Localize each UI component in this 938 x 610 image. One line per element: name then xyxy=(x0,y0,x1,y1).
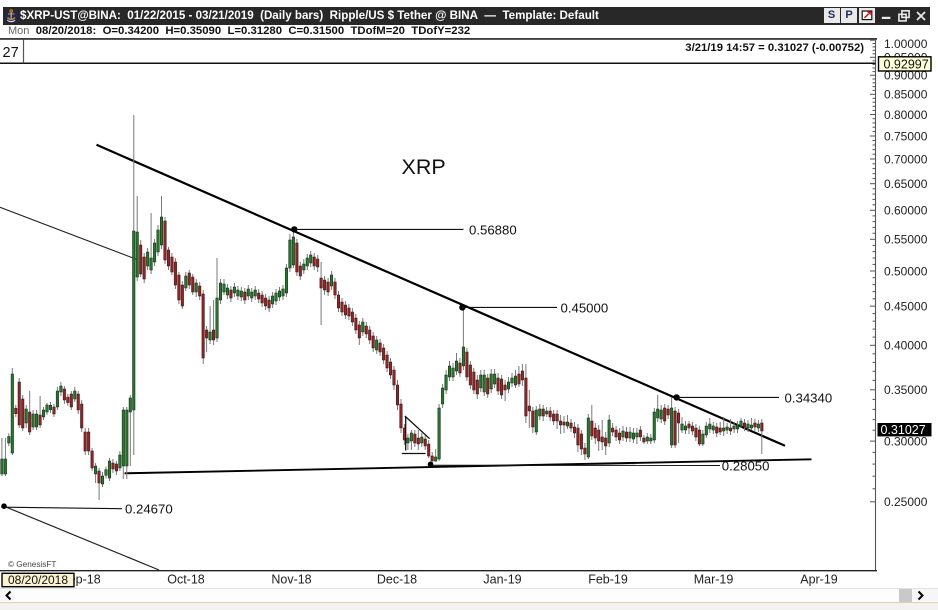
svg-text:Jan-19: Jan-19 xyxy=(483,573,521,587)
svg-text:Oct-18: Oct-18 xyxy=(167,573,205,587)
svg-text:0.92997: 0.92997 xyxy=(884,57,929,71)
svg-text:0.34340: 0.34340 xyxy=(785,390,833,405)
svg-text:0.55000: 0.55000 xyxy=(884,233,928,247)
svg-text:0.40000: 0.40000 xyxy=(884,339,928,353)
svg-text:Dec-18: Dec-18 xyxy=(377,573,417,587)
svg-text:0.90000: 0.90000 xyxy=(884,69,928,83)
svg-text:27: 27 xyxy=(3,45,19,61)
svg-text:0.65000: 0.65000 xyxy=(884,177,928,191)
svg-text:3/21/19 14:57 = 0.31027 (-0.00: 3/21/19 14:57 = 0.31027 (-0.00752) xyxy=(685,42,864,54)
svg-text:XRP: XRP xyxy=(402,155,446,179)
svg-text:0.56880: 0.56880 xyxy=(469,222,517,237)
svg-text:0.35000: 0.35000 xyxy=(884,383,928,397)
svg-text:Feb-19: Feb-19 xyxy=(588,573,628,587)
svg-text:0.85000: 0.85000 xyxy=(884,88,928,102)
svg-text:Mar-19: Mar-19 xyxy=(694,573,734,587)
svg-text:0.45000: 0.45000 xyxy=(884,299,928,313)
svg-text:© GenesisFT: © GenesisFT xyxy=(8,560,56,569)
svg-text:0.70000: 0.70000 xyxy=(884,152,928,166)
svg-text:0.28050: 0.28050 xyxy=(722,458,770,473)
svg-text:0.31027: 0.31027 xyxy=(881,423,926,437)
svg-text:08/20/2018: 08/20/2018 xyxy=(8,573,68,587)
svg-text:Nov-18: Nov-18 xyxy=(271,573,311,587)
svg-text:0.25000: 0.25000 xyxy=(884,495,928,509)
svg-text:1.00000: 1.00000 xyxy=(884,37,928,51)
svg-text:0.75000: 0.75000 xyxy=(884,129,928,143)
svg-text:0.24670: 0.24670 xyxy=(125,502,173,517)
svg-text:0.60000: 0.60000 xyxy=(884,204,928,218)
svg-text:0.80000: 0.80000 xyxy=(884,108,928,122)
svg-text:0.45000: 0.45000 xyxy=(561,300,609,315)
svg-text:0.30000: 0.30000 xyxy=(884,434,928,448)
svg-text:Apr-19: Apr-19 xyxy=(800,573,838,587)
svg-text:0.50000: 0.50000 xyxy=(884,264,928,278)
